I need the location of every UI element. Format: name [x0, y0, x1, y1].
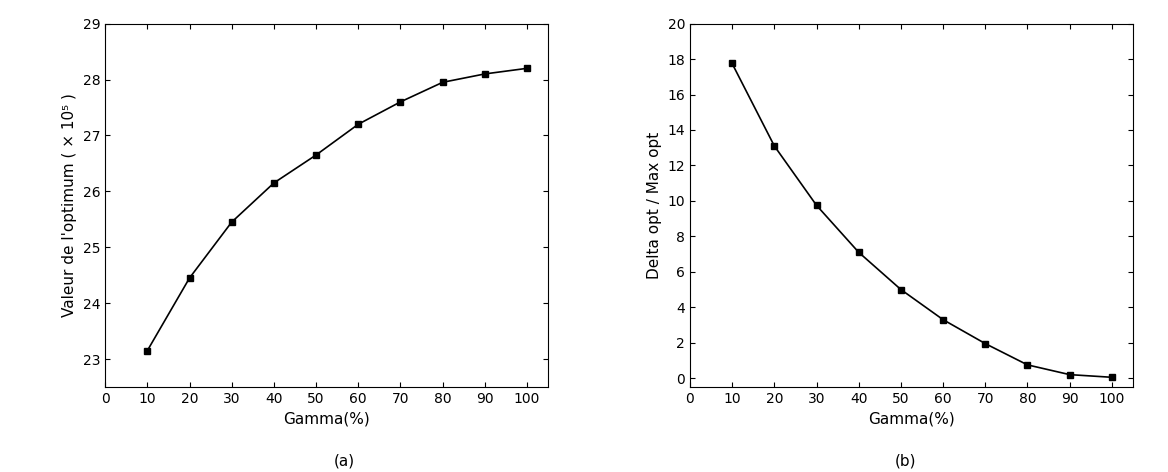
X-axis label: Gamma(%): Gamma(%): [284, 412, 370, 427]
Y-axis label: Valeur de l'optimum ( × 10⁵ ): Valeur de l'optimum ( × 10⁵ ): [62, 93, 77, 317]
Text: (a): (a): [334, 453, 355, 468]
X-axis label: Gamma(%): Gamma(%): [868, 412, 954, 427]
Text: (b): (b): [895, 453, 916, 468]
Y-axis label: Delta opt / Max opt: Delta opt / Max opt: [647, 132, 662, 279]
